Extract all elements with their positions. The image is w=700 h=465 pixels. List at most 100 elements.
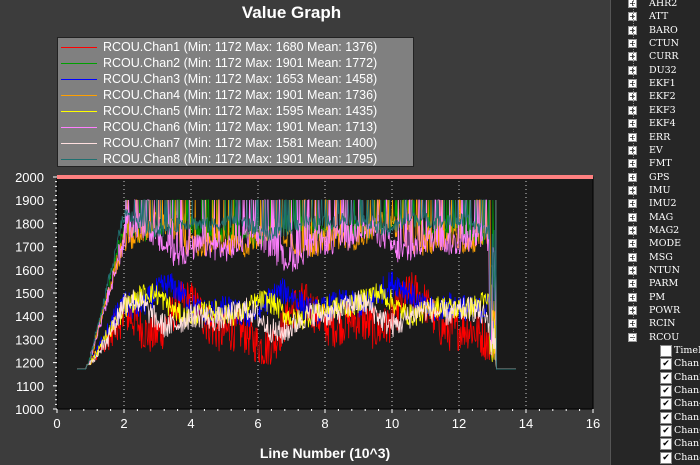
tree-group-label: MODE xyxy=(649,238,682,250)
expand-icon[interactable]: + xyxy=(628,25,637,35)
tree-group-label: MSG xyxy=(649,251,673,263)
tree-group-label: POWR xyxy=(649,305,681,317)
checkbox[interactable]: ✔ xyxy=(660,411,672,424)
expand-icon[interactable]: + xyxy=(628,39,637,49)
expand-icon[interactable]: + xyxy=(628,132,637,142)
y-tick-label: 2000 xyxy=(15,170,44,185)
legend-label: RCOU.Chan4 (Min: 1172 Max: 1901 Mean: 17… xyxy=(103,88,378,102)
expand-icon[interactable]: + xyxy=(628,65,637,75)
expand-icon[interactable]: + xyxy=(628,185,637,195)
expand-icon[interactable]: + xyxy=(628,199,637,209)
series-line-chan7 xyxy=(77,289,516,370)
tree-field-label: TimeMS xyxy=(674,345,700,357)
legend-label: RCOU.Chan7 (Min: 1172 Max: 1581 Mean: 14… xyxy=(103,136,378,150)
tree-field-label: Chan5 xyxy=(674,411,700,423)
tree-connector-line xyxy=(633,0,634,340)
expand-icon[interactable]: + xyxy=(628,145,637,155)
tree-group-label: RCOU xyxy=(649,331,680,343)
legend-label: RCOU.Chan1 (Min: 1172 Max: 1680 Mean: 13… xyxy=(103,40,378,54)
expand-icon[interactable]: + xyxy=(628,266,637,275)
series-line-chan8 xyxy=(77,199,516,370)
y-tick-label: 1700 xyxy=(15,240,44,255)
legend: RCOU.Chan1 (Min: 1172 Max: 1680 Mean: 13… xyxy=(57,37,414,167)
legend-swatch xyxy=(61,127,97,128)
legend-swatch xyxy=(61,95,97,96)
x-tick-label: 10 xyxy=(385,416,399,431)
y-tick-label: 1300 xyxy=(15,332,44,347)
tree-group-label: GPS xyxy=(649,171,670,183)
tree-field-label: Chan8 xyxy=(674,451,700,463)
expand-icon[interactable]: + xyxy=(628,92,637,102)
x-tick-label: 4 xyxy=(187,416,194,431)
tree-group-label: NTUN xyxy=(649,265,680,276)
tree-field-label: Chan2 xyxy=(674,371,700,383)
expand-icon[interactable]: + xyxy=(628,279,637,289)
x-tick-label: 12 xyxy=(452,416,466,431)
tree-group-label: EKF2 xyxy=(649,91,676,103)
axis-ticks: 0 2 4 6 8 10 12 14 16 1000 1100 1200 1300 1400 1500 160… xyxy=(15,170,600,431)
checkbox[interactable]: ✔ xyxy=(660,398,672,411)
legend-swatch xyxy=(61,63,97,64)
y-tick-label: 1200 xyxy=(15,356,44,371)
series-lines xyxy=(77,199,516,370)
expand-icon[interactable]: + xyxy=(628,119,637,129)
tree-group-label: CTUN xyxy=(649,38,679,50)
tree-group-label: EKF3 xyxy=(649,104,676,116)
channel-tree[interactable]: + AHR2 + ATT + BARO + CTUN + CURR + DU32 + EKF1 + EKF2 +… xyxy=(610,0,700,465)
expand-icon[interactable]: + xyxy=(628,292,637,302)
tree-field-label: Chan7 xyxy=(674,438,700,450)
x-tick-label: 0 xyxy=(53,416,60,431)
tree-field-label: Chan3 xyxy=(674,385,700,396)
expand-icon[interactable]: + xyxy=(628,225,637,235)
legend-label: RCOU.Chan2 (Min: 1172 Max: 1901 Mean: 17… xyxy=(103,56,378,70)
checkbox[interactable]: ✔ xyxy=(660,451,672,464)
checkbox[interactable]: ✔ xyxy=(660,424,672,437)
tree-group-label: ERR xyxy=(649,131,671,143)
x-tick-label: 6 xyxy=(254,416,261,431)
checkbox[interactable]: ✔ xyxy=(660,371,672,384)
legend-swatch xyxy=(61,143,97,144)
series-line-chan5 xyxy=(77,283,516,370)
tree-group-label: PM xyxy=(649,291,666,303)
graph-title: Value Graph xyxy=(241,3,342,22)
tree-group-label: EKF4 xyxy=(649,118,676,130)
x-tick-label: 16 xyxy=(586,416,600,431)
legend-swatch xyxy=(61,47,97,48)
checkbox[interactable] xyxy=(660,345,672,358)
expand-icon[interactable]: + xyxy=(628,172,637,182)
tree-group-label: MAG2 xyxy=(649,224,680,236)
tree-group-label: CURR xyxy=(649,51,679,63)
expand-icon[interactable]: + xyxy=(628,319,637,329)
tree-group-label: PARM xyxy=(649,278,679,290)
expand-icon[interactable]: + xyxy=(628,252,637,262)
checkbox[interactable]: ✔ xyxy=(660,358,672,371)
tree-group-label: IMU xyxy=(649,184,671,196)
tree-group-label: RCIN xyxy=(649,318,676,330)
expand-icon[interactable]: + xyxy=(628,159,637,169)
expand-icon[interactable]: + xyxy=(628,12,637,22)
series-line-chan1 xyxy=(77,272,516,370)
expand-icon[interactable]: + xyxy=(628,306,637,316)
expand-icon[interactable]: + xyxy=(628,0,637,8)
checkbox[interactable]: ✔ xyxy=(660,385,672,397)
expand-icon[interactable]: + xyxy=(628,239,637,249)
checkbox[interactable]: ✔ xyxy=(660,438,672,451)
expand-icon[interactable]: + xyxy=(628,212,637,222)
tree-group-label: EKF1 xyxy=(649,78,676,90)
collapse-icon[interactable]: − xyxy=(628,332,637,342)
tree-group-label: EV xyxy=(649,144,663,156)
legend-label: RCOU.Chan3 (Min: 1172 Max: 1653 Mean: 14… xyxy=(103,72,378,86)
value-graph[interactable]: 0 2 4 6 8 10 12 14 16 1000 1100 1200 1300 1400 1500 160… xyxy=(0,0,610,465)
series-line-chan6 xyxy=(77,199,516,370)
tree-group-label: FMT xyxy=(649,158,672,170)
expand-icon[interactable]: + xyxy=(628,105,637,115)
tree-group-label: ATT xyxy=(649,11,669,23)
legend-label: RCOU.Chan8 (Min: 1172 Max: 1901 Mean: 17… xyxy=(103,152,378,166)
expand-icon[interactable]: + xyxy=(628,52,637,62)
x-tick-label: 8 xyxy=(321,416,328,431)
y-tick-label: 1400 xyxy=(15,309,44,324)
legend-label: RCOU.Chan5 (Min: 1172 Max: 1595 Mean: 14… xyxy=(103,104,378,118)
expand-icon[interactable]: + xyxy=(628,79,637,89)
y-tick-label: 1100 xyxy=(16,379,44,394)
tree-field-label: Chan6 xyxy=(674,424,700,436)
